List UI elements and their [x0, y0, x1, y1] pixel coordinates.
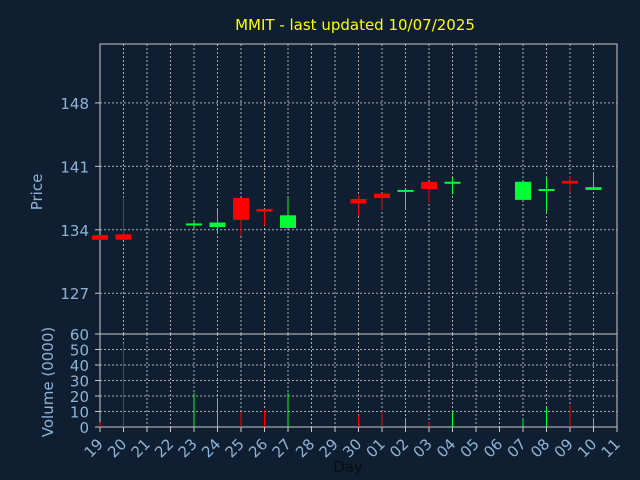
candle-body [397, 189, 414, 192]
candle-body [562, 180, 578, 184]
volume-tick-label: 0 [79, 419, 89, 437]
candle-body [186, 223, 202, 226]
x-tick-label: 22 [151, 435, 177, 461]
x-tick-label: 23 [175, 435, 201, 461]
volume-tick-label: 50 [70, 342, 89, 360]
x-tick-label: 24 [198, 435, 224, 461]
candle-body [421, 181, 437, 189]
x-tick-label: 21 [128, 435, 154, 461]
x-tick-label: 01 [363, 435, 389, 461]
x-tick-label: 03 [410, 435, 436, 461]
x-tick-label: 19 [81, 435, 107, 461]
price-axis-label: Price [28, 174, 46, 211]
candle-body [444, 181, 461, 184]
candle-body [92, 235, 108, 240]
x-axis-label: Day [333, 458, 363, 476]
candle-body [233, 198, 249, 220]
volume-tick-label: 20 [70, 388, 89, 406]
volume-tick-label: 60 [70, 326, 89, 344]
tick-labels: 1271341411480102030405060192021222324252… [60, 95, 623, 461]
x-tick-label: 06 [480, 435, 506, 461]
x-tick-label: 11 [598, 435, 624, 461]
x-tick-label: 09 [551, 435, 577, 461]
price-tick-label: 141 [60, 158, 89, 176]
candle-body [538, 189, 555, 191]
axes [95, 43, 618, 432]
candle-body [280, 215, 296, 228]
x-tick-label: 26 [245, 435, 271, 461]
candle-body [115, 234, 132, 240]
x-tick-label: 05 [457, 435, 483, 461]
grid-lines [99, 44, 618, 427]
volume-tick-label: 40 [70, 357, 89, 375]
x-tick-label: 04 [433, 435, 459, 461]
price-tick-label: 127 [60, 285, 89, 303]
price-tick-label: 134 [60, 222, 89, 240]
candle-body [256, 208, 273, 212]
x-tick-label: 27 [269, 435, 295, 461]
x-tick-label: 28 [292, 435, 318, 461]
candle-body [585, 187, 602, 190]
x-tick-label: 20 [104, 435, 130, 461]
candle-body [374, 193, 390, 199]
x-tick-label: 02 [386, 435, 412, 461]
x-tick-label: 10 [574, 435, 600, 461]
volume-bars [99, 343, 594, 427]
candle-body [350, 198, 367, 204]
chart-title: MMIT - last updated 10/07/2025 [235, 16, 475, 34]
x-tick-label: 07 [504, 435, 530, 461]
x-tick-label: 08 [527, 435, 553, 461]
x-tick-label: 25 [222, 435, 248, 461]
candles [92, 173, 602, 240]
candle-body [515, 181, 531, 200]
volume-tick-label: 30 [70, 373, 89, 391]
price-tick-label: 148 [60, 95, 89, 113]
candle-body [209, 222, 226, 228]
volume-axis-label: Volume (0000) [39, 327, 57, 437]
volume-tick-label: 10 [70, 404, 89, 422]
